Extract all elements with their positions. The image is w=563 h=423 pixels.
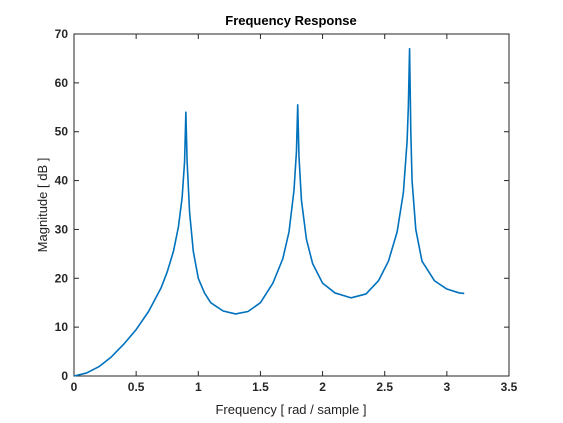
y-tick-label: 70 — [55, 27, 69, 41]
chart-title: Frequency Response — [225, 13, 357, 28]
y-axis-label: Magnitude [ dB ] — [35, 158, 50, 253]
y-tick-label: 10 — [55, 320, 69, 334]
x-tick-label: 3.5 — [501, 380, 518, 394]
axes-box — [73, 33, 510, 377]
x-tick-label: 3 — [444, 380, 451, 394]
x-tick-label: 1.5 — [252, 380, 269, 394]
axes-frame — [73, 33, 510, 377]
y-tick-label: 40 — [55, 174, 69, 188]
x-axis-ticks: 0 0.5 1 1.5 2 2.5 3 3.5 — [71, 34, 518, 394]
x-tick-label: 1 — [195, 380, 202, 394]
y-tick-label: 20 — [55, 271, 69, 285]
series-line — [73, 47, 465, 377]
y-axis-ticks: 0 10 20 30 40 50 60 70 — [55, 27, 509, 383]
y-tick-label: 0 — [61, 369, 68, 383]
x-tick-label: 2 — [319, 380, 326, 394]
y-tick-label: 30 — [55, 222, 69, 236]
x-tick-label: 2.5 — [376, 380, 393, 394]
x-axis-label: Frequency [ rad / sample ] — [215, 402, 366, 417]
y-tick-label: 60 — [55, 76, 69, 90]
x-tick-label: 0.5 — [128, 380, 145, 394]
x-tick-label: 0 — [71, 380, 78, 394]
y-tick-label: 50 — [55, 125, 69, 139]
